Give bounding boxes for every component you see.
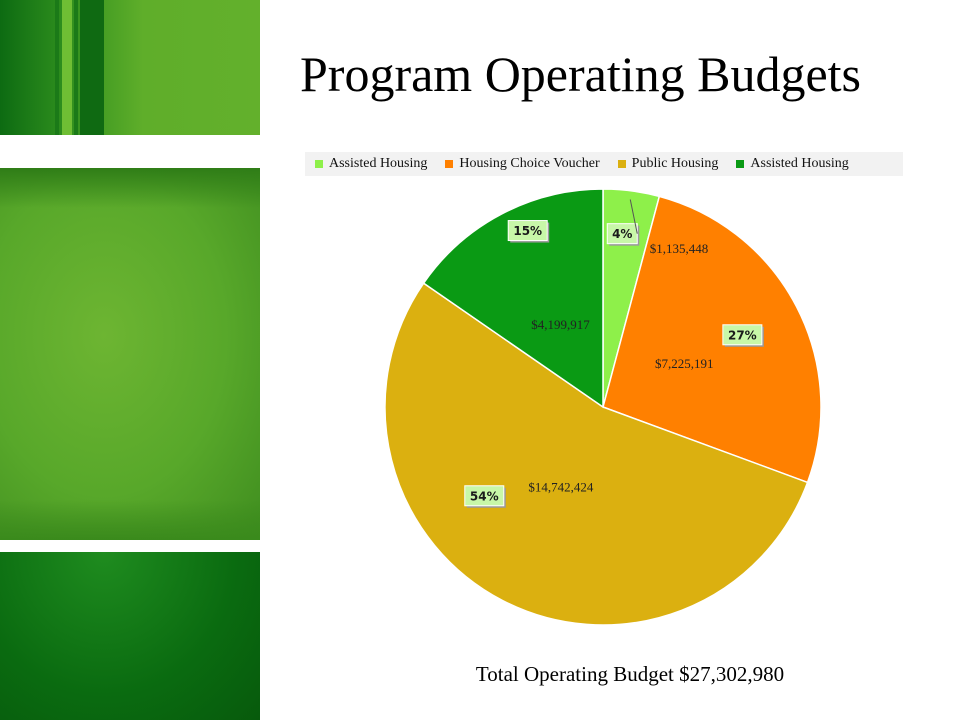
- value-label: $14,742,424: [528, 479, 594, 494]
- legend-item: Housing Choice Voucher: [445, 156, 600, 172]
- percent-label: 4%: [606, 223, 640, 246]
- total-budget-label: Total Operating Budget $27,302,980: [475, 662, 785, 686]
- legend-label: Housing Choice Voucher: [459, 156, 600, 171]
- percent-label: 54%: [464, 485, 506, 508]
- legend-swatch: [315, 160, 323, 168]
- percent-label: 27%: [722, 324, 764, 347]
- decorative-top-block: [0, 0, 260, 135]
- slide-title: Program Operating Budgets: [300, 46, 862, 102]
- svg-text:4%: 4%: [612, 227, 632, 241]
- decorative-bottom-block: [0, 552, 260, 720]
- decorative-stripe: [74, 0, 78, 135]
- decorative-stripe: [55, 0, 59, 135]
- leader-line: [629, 199, 638, 234]
- legend-label: Assisted Housing: [750, 156, 849, 171]
- percent-label: 15%: [507, 220, 550, 243]
- svg-text:27%: 27%: [728, 328, 757, 342]
- decorative-stripe: [80, 0, 104, 135]
- decorative-stripe: [62, 0, 72, 135]
- svg-text:54%: 54%: [470, 489, 499, 503]
- legend-label: Assisted Housing: [329, 156, 428, 171]
- legend-swatch: [445, 160, 454, 168]
- decorative-side-panel: [0, 0, 260, 720]
- legend-swatch: [617, 160, 626, 168]
- svg-text:15%: 15%: [513, 224, 542, 238]
- chart-legend: Assisted Housing Housing Choice Voucher …: [305, 152, 903, 176]
- legend-item: Assisted Housing: [736, 156, 849, 172]
- value-label: $1,135,448: [650, 241, 709, 256]
- value-label: $7,225,191: [655, 356, 714, 371]
- decorative-middle-block: [0, 168, 260, 540]
- pie-slice: [422, 188, 604, 409]
- pie-slice: [384, 282, 809, 626]
- value-label: $4,199,917: [531, 317, 590, 332]
- pie-slice: [602, 195, 822, 484]
- legend-item: Public Housing: [617, 156, 719, 172]
- legend-label: Public Housing: [631, 156, 719, 171]
- pie-chart: $1,135,448 4% $7,225,191 27% $14,742,424 54% $…: [384, 188, 822, 626]
- legend-swatch: [736, 160, 745, 168]
- legend-item: Assisted Housing: [315, 156, 427, 172]
